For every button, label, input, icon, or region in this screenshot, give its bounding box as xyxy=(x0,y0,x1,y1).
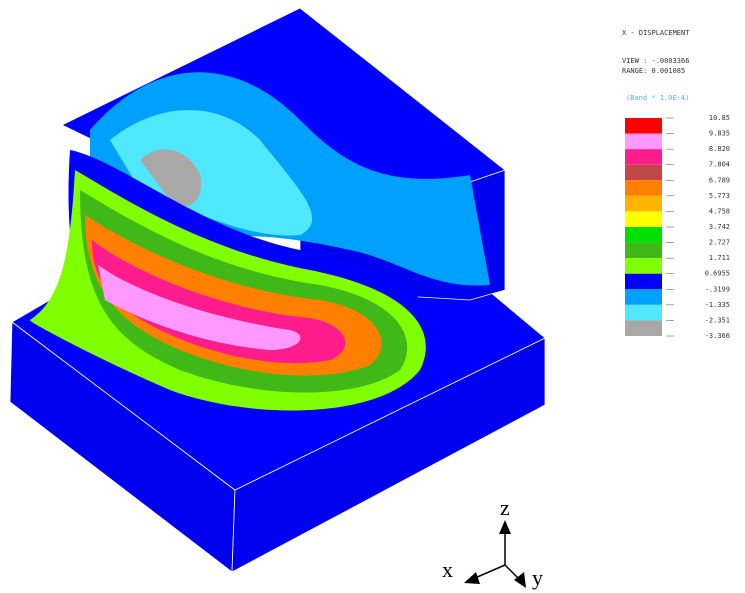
screen: z x y X - DISPLACEMENT VIEW : -.0003366 … xyxy=(0,0,745,593)
legend-title: X - DISPLACEMENT xyxy=(622,29,690,37)
legend-band xyxy=(625,211,662,227)
legend-tick-label: 9.835 xyxy=(709,130,730,138)
legend-tick-label: 7.804 xyxy=(709,161,730,169)
legend-tick-label: 5.773 xyxy=(709,192,730,200)
x-label: x xyxy=(442,557,453,582)
legend-tick-label: -3.366 xyxy=(705,332,730,340)
legend-tick-label: 2.727 xyxy=(709,239,730,247)
legend-tick-label: 8.820 xyxy=(709,145,730,153)
z-arrowhead xyxy=(499,520,511,534)
legend-band xyxy=(625,118,662,134)
legend-band xyxy=(625,274,662,290)
model xyxy=(10,8,545,572)
legend-band xyxy=(625,165,662,181)
legend-tick-label: -.3199 xyxy=(705,285,730,293)
legend-band xyxy=(625,149,662,165)
legend-band xyxy=(625,227,662,243)
legend-band xyxy=(625,320,662,336)
legend-band xyxy=(625,180,662,196)
x-arrowhead xyxy=(464,572,480,584)
legend-view: VIEW : -.0003366 xyxy=(622,57,689,65)
legend-band xyxy=(625,258,662,274)
legend-tick-label: 10.85 xyxy=(709,114,730,122)
axis-triad xyxy=(464,520,526,588)
legend-tick-label: 6.789 xyxy=(709,176,730,184)
x-arrow xyxy=(475,565,505,578)
legend-band-note: (Band * 1.0E-4) xyxy=(626,94,689,102)
legend-tick-label: 0.6955 xyxy=(705,270,730,278)
y-arrowhead xyxy=(514,572,526,588)
legend-band xyxy=(625,243,662,259)
z-label: z xyxy=(500,495,510,520)
legend-range: RANGE: 0.001085 xyxy=(622,67,685,75)
legend-tick-label: 4.758 xyxy=(709,207,730,215)
legend-band xyxy=(625,289,662,305)
y-label: y xyxy=(532,565,543,590)
legend-band xyxy=(625,305,662,321)
legend-tick-label: -2.351 xyxy=(705,316,730,324)
legend-tick-label: 1.711 xyxy=(709,254,730,262)
legend-band xyxy=(625,196,662,212)
legend-tick-label: 3.742 xyxy=(709,223,730,231)
legend-band xyxy=(625,134,662,150)
legend-tick-label: -1.335 xyxy=(705,301,730,309)
